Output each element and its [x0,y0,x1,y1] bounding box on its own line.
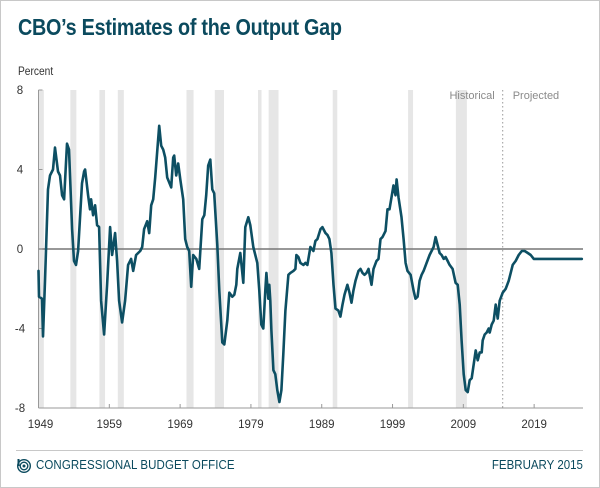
chart-title: CBO’s Estimates of the Output Gap [18,14,342,40]
y-axis-unit-label: Percent [18,64,54,78]
x-tick-label: 1989 [309,419,335,431]
y-tick-label: -8 [15,403,25,415]
x-tick-label: 1949 [28,419,54,431]
y-tick-label: -4 [15,324,26,336]
cbo-logo-icon [17,459,31,473]
historical-label: Historical [449,90,494,102]
x-tick-label: 1999 [380,419,406,431]
historical-projected-divider: Historical Projected [449,90,559,408]
x-tick-label: 1979 [238,419,264,431]
y-tick-label: 8 [17,85,23,97]
x-tick-label: 2019 [521,419,547,431]
x-tick-label: 1959 [97,419,123,431]
output-gap-line [37,124,584,404]
projected-label: Projected [513,90,559,102]
footer-date: FEBRUARY 2015 [492,458,583,472]
series-group [37,124,584,404]
footer-divider [16,450,583,451]
footer-organization: CONGRESSIONAL BUDGET OFFICE [36,458,235,472]
y-tick-label: 0 [17,244,23,256]
x-tick-label: 2009 [451,419,477,431]
y-tick-label: 4 [17,165,24,177]
x-tick-label: 1969 [167,419,193,431]
